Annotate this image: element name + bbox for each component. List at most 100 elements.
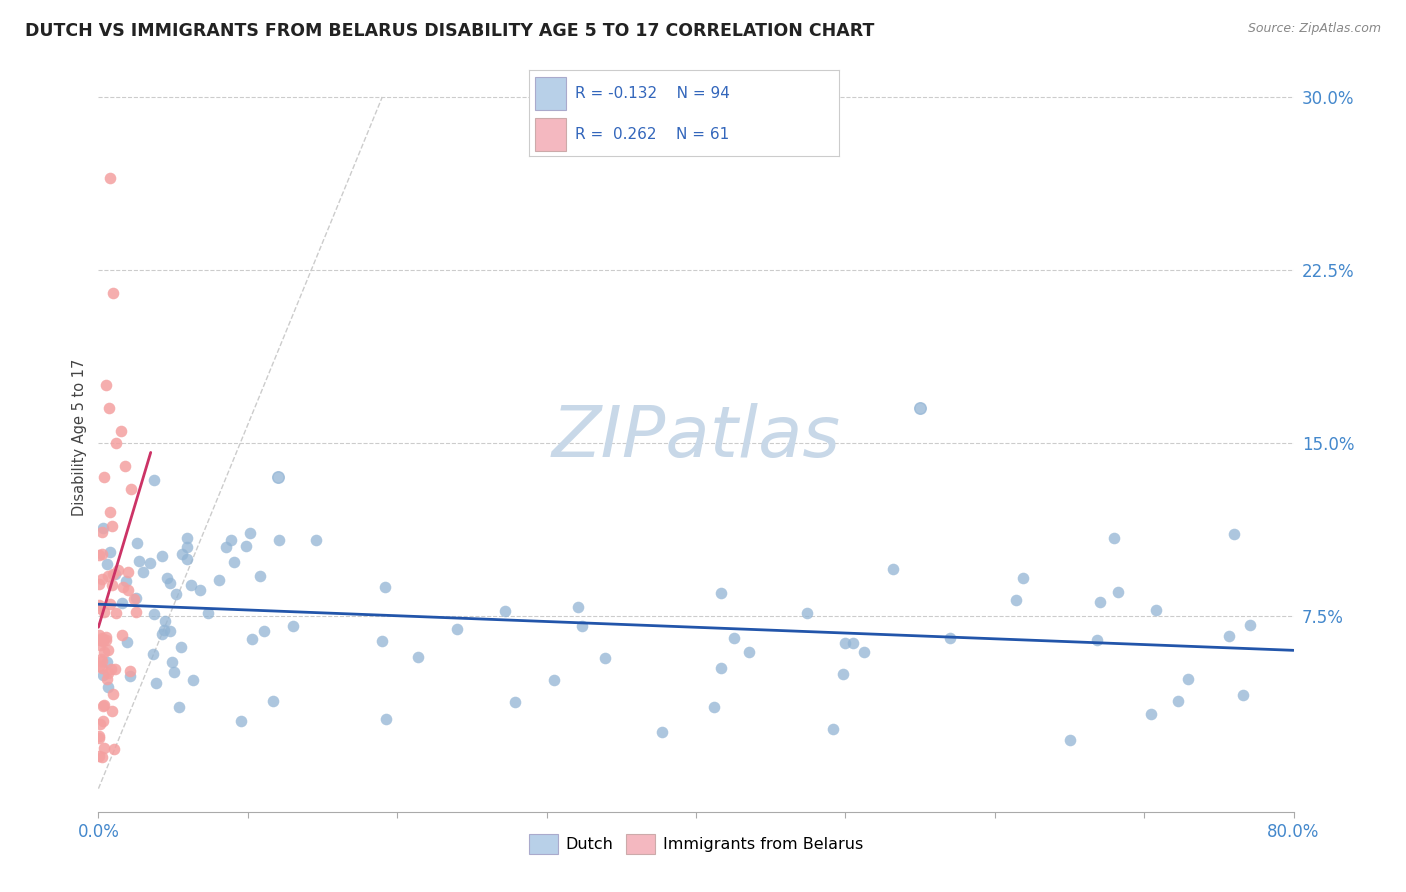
Point (103, 285, 125, 300)
Point (89, 598, 111, 612)
Point (91, 699, 114, 714)
Point (103, 742, 125, 756)
Point (176, 540, 198, 554)
Point (543, 673, 565, 688)
Point (159, 575, 181, 590)
Point (93, 698, 115, 712)
Point (117, 583, 139, 598)
Point (96, 656, 118, 670)
Point (90, 654, 112, 668)
Point (94, 378, 117, 392)
Point (176, 551, 198, 566)
Point (842, 635, 865, 649)
Text: ZIPatlas: ZIPatlas (551, 402, 841, 472)
Point (111, 628, 134, 642)
Point (100, 662, 122, 676)
Point (107, 563, 129, 577)
Point (208, 573, 231, 587)
Point (219, 533, 242, 547)
Point (267, 470, 290, 484)
Point (710, 661, 733, 675)
Point (281, 618, 304, 632)
Point (89, 749, 111, 764)
Point (150, 549, 173, 563)
Point (176, 531, 198, 545)
Point (167, 700, 190, 714)
Point (98, 505, 121, 519)
Point (112, 580, 135, 594)
Point (710, 585, 733, 599)
Point (262, 694, 284, 708)
Point (89, 548, 111, 562)
Point (188, 583, 211, 598)
Point (374, 581, 396, 595)
Point (90, 749, 112, 764)
Point (111, 597, 134, 611)
Point (651, 724, 673, 739)
Point (170, 640, 193, 655)
Point (832, 666, 855, 681)
Point (89, 576, 111, 591)
Point (90, 631, 112, 645)
Point (101, 567, 124, 582)
Point (1059, 733, 1081, 747)
Legend: Dutch, Immigrants from Belarus: Dutch, Immigrants from Belarus (523, 828, 869, 860)
Point (114, 458, 136, 473)
Point (738, 645, 761, 659)
Point (852, 645, 875, 659)
Point (91, 634, 114, 648)
Point (125, 536, 148, 550)
Text: DUTCH VS IMMIGRANTS FROM BELARUS DISABILITY AGE 5 TO 17 CORRELATION CHART: DUTCH VS IMMIGRANTS FROM BELARUS DISABIL… (25, 22, 875, 40)
Point (98, 597, 121, 611)
Point (89, 659, 111, 673)
Point (1177, 673, 1199, 687)
Point (1239, 618, 1261, 632)
Point (142, 474, 165, 488)
Point (143, 607, 166, 622)
Point (91, 547, 114, 561)
Point (939, 631, 962, 645)
Point (110, 425, 132, 439)
Point (93, 741, 115, 756)
Point (93, 470, 115, 484)
Point (122, 591, 145, 606)
Point (104, 662, 127, 676)
Point (89, 628, 111, 642)
Point (156, 571, 179, 585)
Point (165, 586, 187, 600)
Point (90, 572, 112, 586)
Point (153, 623, 176, 637)
Point (1218, 629, 1240, 643)
Point (94, 630, 117, 644)
Point (90, 524, 112, 539)
Point (89, 600, 111, 615)
Point (105, 606, 128, 620)
Point (96, 557, 118, 571)
Point (1104, 531, 1126, 545)
Point (98, 545, 121, 559)
Point (180, 578, 202, 592)
Point (215, 540, 238, 554)
Text: Source: ZipAtlas.com: Source: ZipAtlas.com (1247, 22, 1381, 36)
Point (1167, 694, 1189, 708)
Point (703, 700, 725, 714)
Point (152, 627, 174, 641)
Point (796, 606, 818, 620)
Point (1144, 603, 1167, 617)
Point (571, 619, 593, 633)
Point (117, 565, 139, 579)
Point (89, 729, 111, 743)
Point (408, 649, 430, 664)
Point (97, 401, 120, 416)
Point (89, 717, 111, 731)
Point (197, 606, 219, 620)
Point (1223, 527, 1246, 541)
Point (89, 731, 111, 745)
Point (374, 712, 396, 726)
Point (93, 605, 115, 619)
Point (91, 668, 114, 682)
Point (494, 604, 516, 618)
Point (908, 401, 931, 416)
Point (503, 695, 526, 709)
Point (90, 652, 112, 666)
